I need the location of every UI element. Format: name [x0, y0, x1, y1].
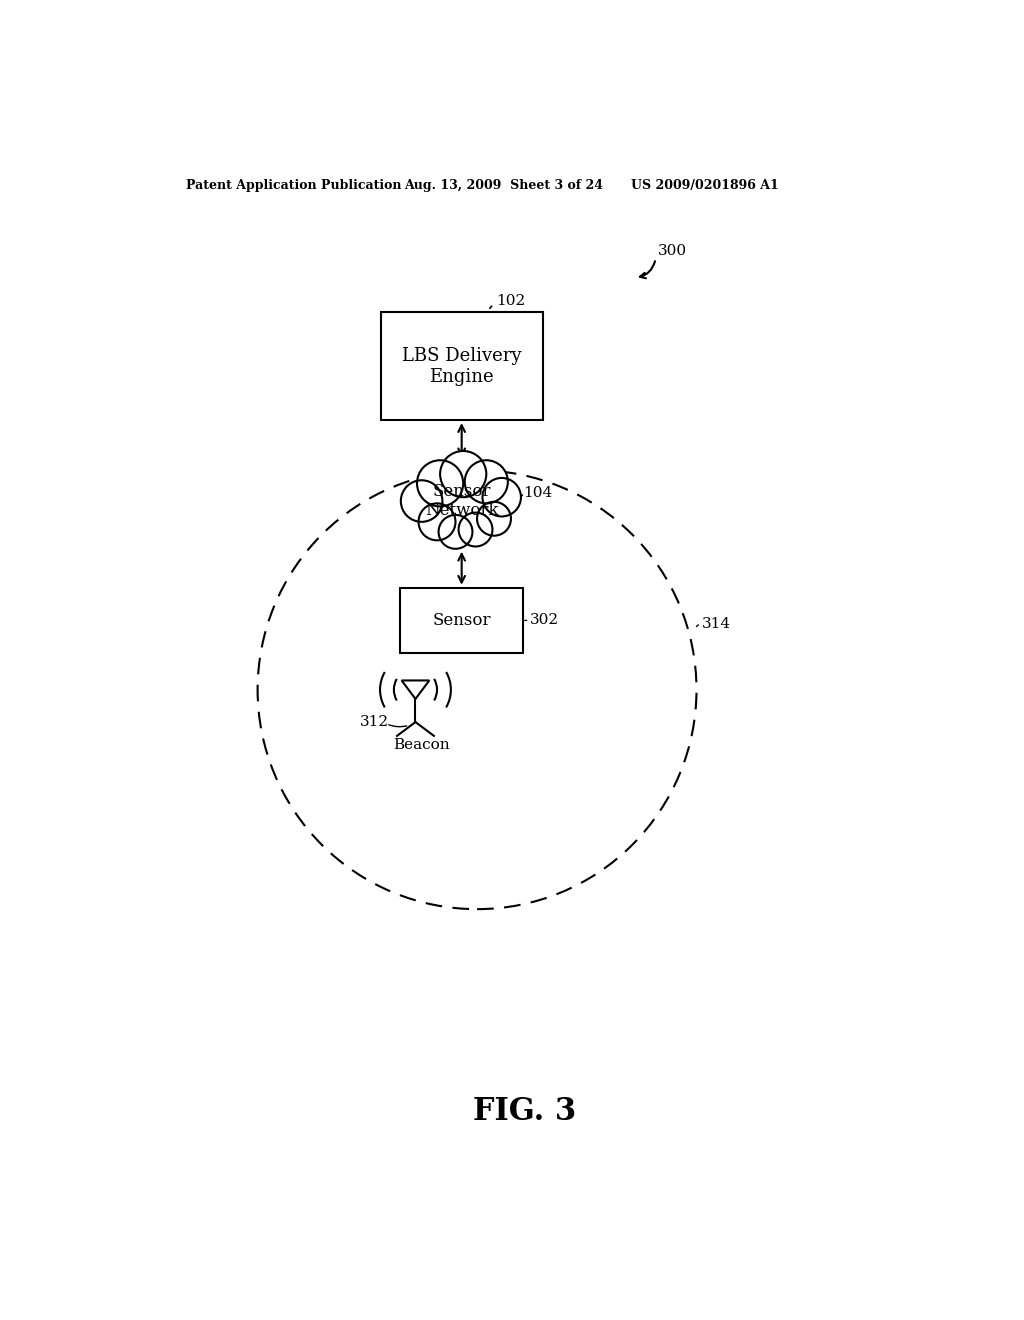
Text: LBS Delivery
Engine: LBS Delivery Engine	[401, 347, 521, 385]
Text: Sensor: Sensor	[432, 612, 490, 628]
Circle shape	[400, 480, 442, 521]
Text: Aug. 13, 2009  Sheet 3 of 24: Aug. 13, 2009 Sheet 3 of 24	[403, 178, 603, 191]
Text: 314: 314	[701, 618, 731, 631]
Text: 312: 312	[360, 715, 389, 729]
Text: US 2009/0201896 A1: US 2009/0201896 A1	[631, 178, 779, 191]
Text: Patent Application Publication: Patent Application Publication	[186, 178, 401, 191]
Circle shape	[419, 503, 456, 540]
Circle shape	[482, 478, 521, 516]
Text: Beacon: Beacon	[393, 738, 450, 752]
Circle shape	[440, 451, 486, 498]
Bar	[400, 587, 523, 653]
Bar	[381, 313, 543, 420]
Text: 300: 300	[658, 244, 687, 257]
Text: FIG. 3: FIG. 3	[473, 1096, 577, 1127]
Circle shape	[438, 515, 472, 549]
Text: 302: 302	[529, 614, 558, 627]
Circle shape	[477, 502, 511, 536]
Circle shape	[417, 461, 463, 507]
Text: 102: 102	[497, 294, 525, 308]
Circle shape	[459, 512, 493, 546]
Circle shape	[465, 461, 508, 503]
Circle shape	[427, 467, 497, 536]
Text: 104: 104	[523, 486, 553, 500]
Text: Sensor
Network: Sensor Network	[425, 483, 499, 519]
